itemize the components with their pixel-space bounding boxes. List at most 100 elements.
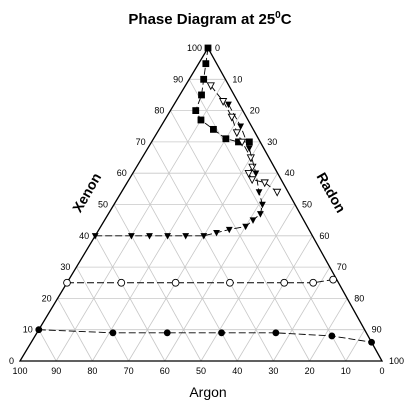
tick-argon-70: 70 (124, 366, 134, 376)
tick-xenon-10: 10 (23, 325, 33, 335)
grid-line-argon-30 (151, 141, 274, 362)
series-1-point-1 (204, 44, 212, 52)
series-5-point-2 (109, 329, 117, 337)
tick-argon-40: 40 (232, 366, 242, 376)
series-5-point-1 (35, 326, 43, 334)
tick-xenon-80: 80 (154, 106, 164, 116)
series-5-point-3 (163, 329, 171, 337)
series-4-point-6 (309, 278, 318, 287)
series-4-point-7 (329, 275, 337, 284)
grid-line-radon-10 (55, 79, 226, 362)
tick-argon-60: 60 (160, 366, 170, 376)
series-1-point-7 (210, 125, 217, 133)
series-2-point-10 (260, 179, 269, 188)
series-5-point-4 (218, 329, 225, 337)
tick-argon-90: 90 (51, 366, 61, 376)
series-5-point-7 (368, 338, 375, 346)
series-3-point-7 (257, 211, 264, 218)
tick-xenon-60: 60 (117, 168, 127, 178)
axis-label-argon: Argon (189, 384, 226, 400)
tick-argon-10: 10 (341, 366, 351, 376)
grid-line-radon-90 (345, 329, 365, 362)
series-1 (192, 44, 253, 146)
triangle-border (18, 46, 384, 362)
grid-line-argon-90 (38, 329, 57, 362)
series-1-point-10 (245, 138, 253, 146)
series-3-point-5 (255, 189, 263, 196)
data-series (35, 44, 375, 346)
chart-title: Phase Diagram at 250C (128, 10, 291, 28)
series-3 (91, 101, 266, 240)
series-3-point-13 (182, 233, 190, 240)
tick-argon-20: 20 (305, 366, 315, 376)
tick-radon-70: 70 (337, 262, 347, 272)
tick-labels: 100 90 80 70 60 50 40 30 20 10 0010203040506070809… (9, 43, 404, 376)
tick-radon-40: 40 (285, 168, 295, 178)
tick-radon-0: 0 (215, 43, 220, 53)
series-4-point-3 (171, 278, 180, 287)
tick-argon-30: 30 (268, 366, 278, 376)
grid-line-argon-80 (57, 298, 93, 362)
series-4 (63, 275, 337, 287)
series-1-point-3 (200, 75, 208, 83)
ternary-frame (18, 46, 384, 362)
series-2-point-4 (232, 129, 242, 138)
series-1-point-4 (198, 91, 205, 99)
tick-xenon-70: 70 (136, 137, 146, 147)
grid-line-radon-30 (128, 141, 261, 362)
series-3-point-6 (259, 201, 266, 209)
tick-xenon-100: 100 (187, 43, 202, 53)
grid-line-radon-70 (273, 266, 331, 362)
series-2-point-3 (227, 113, 236, 122)
series-4-point-4 (226, 278, 234, 287)
tick-argon-80: 80 (87, 366, 97, 376)
series-1-point-9 (235, 138, 242, 146)
series-4-point-5 (280, 278, 289, 287)
tick-radon-20: 20 (250, 106, 260, 116)
series-4-line (67, 279, 334, 284)
series-2-point-5 (237, 138, 247, 147)
series-1-point-2 (202, 60, 210, 68)
series-2-point-8 (244, 170, 253, 178)
grid-line-argon-70 (76, 266, 129, 362)
series-3-point-11 (213, 229, 220, 237)
tick-xenon-50: 50 (98, 200, 108, 210)
tick-xenon-90: 90 (173, 74, 183, 84)
series-4-point-1 (63, 278, 71, 287)
series-2-point-11 (273, 188, 282, 197)
series-2-point-2 (218, 98, 228, 106)
grid-line-radon-80 (309, 298, 348, 362)
series-1-point-6 (197, 116, 205, 124)
series-3-point-4 (252, 170, 260, 177)
series-2-point-9 (247, 176, 257, 185)
tick-argon-50: 50 (196, 366, 206, 376)
tick-xenon-30: 30 (60, 262, 70, 272)
series-5-point-5 (272, 329, 280, 337)
tick-radon-50: 50 (302, 200, 312, 210)
grid-line-radon-60 (236, 235, 313, 362)
series-1-line (195, 47, 250, 143)
tick-argon-0: 0 (379, 366, 384, 376)
series-3-point-1 (225, 101, 232, 109)
series-3-point-10 (225, 226, 233, 234)
axis-label-radon: Radon (314, 170, 350, 216)
series-3-point-16 (128, 233, 135, 240)
series-3-point-15 (146, 233, 153, 240)
tick-xenon-0: 0 (9, 356, 14, 366)
series-4-point-2 (117, 278, 126, 287)
tick-radon-60: 60 (319, 231, 329, 241)
series-1-point-8 (222, 135, 230, 143)
tick-radon-10: 10 (232, 74, 242, 84)
grid-line-argon-60 (94, 235, 166, 362)
series-3-point-12 (200, 233, 208, 240)
series-3-point-2 (237, 123, 245, 130)
series-2-point-1 (206, 82, 215, 91)
series-3-point-9 (242, 223, 250, 231)
series-3-point-8 (249, 217, 257, 224)
series-1-point-5 (192, 107, 200, 114)
tick-radon-100: 100 (389, 356, 404, 366)
tick-radon-90: 90 (372, 325, 382, 335)
series-3-point-3 (245, 145, 253, 152)
series-3-point-14 (164, 233, 171, 240)
